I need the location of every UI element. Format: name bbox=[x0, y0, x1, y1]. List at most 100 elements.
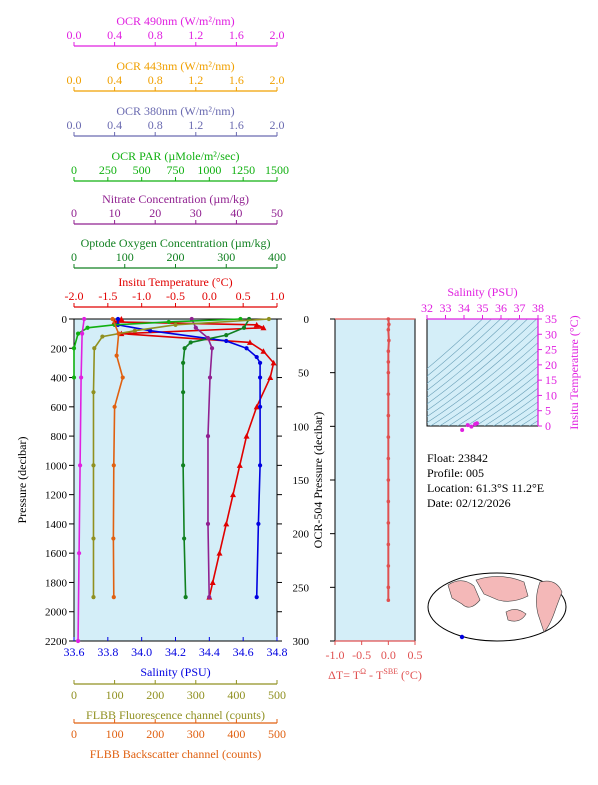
data-point bbox=[260, 324, 267, 331]
delta-t-point bbox=[386, 598, 391, 603]
axis-tick-label: 0.4 bbox=[107, 118, 122, 132]
ts-plot-area bbox=[426, 318, 539, 427]
ts-x-tick-label: 35 bbox=[477, 301, 489, 315]
axis-tick-label: 100 bbox=[116, 250, 134, 264]
series-line bbox=[77, 318, 85, 642]
data-point bbox=[75, 638, 81, 644]
delta-t-pressure-tick-label: 0 bbox=[304, 314, 310, 326]
data-point bbox=[181, 390, 186, 395]
axis-tick-label: 1000 bbox=[197, 163, 221, 177]
data-point bbox=[266, 316, 271, 322]
data-point bbox=[223, 520, 230, 527]
data-point bbox=[257, 404, 263, 409]
data-point bbox=[118, 316, 125, 322]
data-point bbox=[205, 433, 211, 439]
ts-contour-line bbox=[502, 401, 538, 426]
delta-t-point bbox=[386, 413, 391, 418]
delta-t-point bbox=[386, 349, 391, 354]
axis-top-0: 0.0 0.4 0.8 1.2 1.6 2.0 OCR 490nm (W/m²/nm) bbox=[67, 14, 285, 47]
data-point bbox=[71, 346, 77, 351]
axis-tick-label: -1.5 bbox=[98, 289, 117, 303]
data-point bbox=[224, 338, 229, 344]
ts-x-label: Salinity (PSU) bbox=[447, 285, 517, 299]
axis-title: OCR PAR (µMole/m²/sec) bbox=[111, 149, 239, 163]
axis-tick-label: 0 bbox=[71, 163, 77, 177]
profile-date: Date: 02/12/2026 bbox=[427, 496, 511, 510]
delta-t-plot-area bbox=[334, 318, 416, 642]
pressure-tick-label: 800 bbox=[51, 431, 68, 443]
data-point bbox=[216, 550, 223, 556]
ts-contour-line bbox=[427, 319, 501, 384]
delta-t-x-label-part: - T bbox=[366, 668, 384, 682]
main-plot-area bbox=[73, 318, 278, 642]
ts-contour-line bbox=[493, 394, 538, 426]
data-point bbox=[189, 316, 194, 322]
delta-t-point bbox=[386, 542, 391, 547]
ts-contour-line bbox=[427, 319, 528, 405]
map-land-australia bbox=[505, 609, 527, 622]
axis-title: OCR 490nm (W/m²/nm) bbox=[116, 14, 234, 28]
series-line bbox=[191, 318, 213, 598]
axis-tick-label: 50 bbox=[271, 206, 283, 220]
data-point bbox=[254, 594, 259, 600]
axis-tick-label: 400 bbox=[268, 250, 286, 264]
data-point bbox=[132, 328, 137, 333]
data-point bbox=[110, 316, 115, 322]
data-point bbox=[181, 463, 186, 468]
axis-title: Nitrate Concentration (µm/kg) bbox=[102, 192, 249, 206]
data-point bbox=[209, 346, 215, 351]
data-point bbox=[111, 463, 116, 468]
delta-t-point bbox=[386, 327, 391, 332]
data-point bbox=[246, 339, 253, 345]
pressure-axis-label: Pressure (decibar) bbox=[15, 437, 29, 524]
delta-t-x-label-part: (°C) bbox=[398, 668, 422, 682]
axis-title: Salinity (PSU) bbox=[140, 665, 210, 679]
data-point bbox=[267, 374, 274, 381]
data-point bbox=[253, 321, 260, 328]
data-point bbox=[116, 331, 121, 336]
data-point bbox=[85, 325, 90, 330]
data-point bbox=[112, 404, 117, 409]
pressure-tick-label: 200 bbox=[51, 343, 68, 355]
data-point bbox=[205, 335, 211, 341]
data-point bbox=[77, 463, 83, 468]
ts-point bbox=[465, 423, 470, 428]
axis-tick-label: 0.0 bbox=[67, 73, 82, 87]
ts-y-tick-label: 0 bbox=[545, 419, 551, 433]
series-line bbox=[182, 318, 250, 598]
data-point bbox=[181, 360, 186, 366]
axis-tick-label: 200 bbox=[146, 688, 164, 702]
axis-tick-label: 200 bbox=[146, 727, 164, 741]
data-point bbox=[257, 463, 263, 468]
axis-tick-label: -0.5 bbox=[166, 289, 185, 303]
ts-contour-line bbox=[427, 319, 492, 377]
pressure-tick-label: 0 bbox=[62, 314, 68, 326]
axis-tick-label: 1.2 bbox=[188, 28, 203, 42]
pressure-tick-label: 1400 bbox=[45, 519, 68, 531]
data-point bbox=[254, 354, 259, 360]
axis-title: Optode Oxygen Concentration (µm/kg) bbox=[81, 236, 271, 250]
axis-tick-label: 1.6 bbox=[229, 118, 244, 132]
data-point bbox=[173, 322, 178, 327]
delta-t-point bbox=[386, 435, 391, 439]
delta-t-point bbox=[386, 478, 391, 482]
series-6 bbox=[91, 316, 271, 600]
axis-tick-label: 500 bbox=[268, 688, 286, 702]
ts-contour-line bbox=[427, 319, 510, 391]
data-point bbox=[260, 348, 267, 354]
series-2 bbox=[181, 316, 252, 600]
axis-bottom-0: 33.6 33.8 34.0 34.2 34.4 34.6 34.8 Salinity (PS… bbox=[64, 637, 288, 679]
delta-t-point bbox=[386, 392, 391, 396]
map-land-asia bbox=[475, 576, 529, 602]
delta-t-point bbox=[386, 564, 391, 568]
data-point bbox=[244, 346, 249, 351]
float-info: Float: 23842 Profile: 005 Location: 61.3… bbox=[427, 451, 544, 510]
data-point bbox=[71, 375, 77, 380]
pressure-tick-label: 400 bbox=[51, 373, 68, 385]
axis-tick-label: 0.0 bbox=[67, 118, 82, 132]
ts-x-tick-label: 34 bbox=[458, 301, 470, 315]
series-line bbox=[111, 318, 124, 598]
ts-contour-line bbox=[484, 387, 538, 426]
axis-tick-label: 0.8 bbox=[148, 28, 163, 42]
